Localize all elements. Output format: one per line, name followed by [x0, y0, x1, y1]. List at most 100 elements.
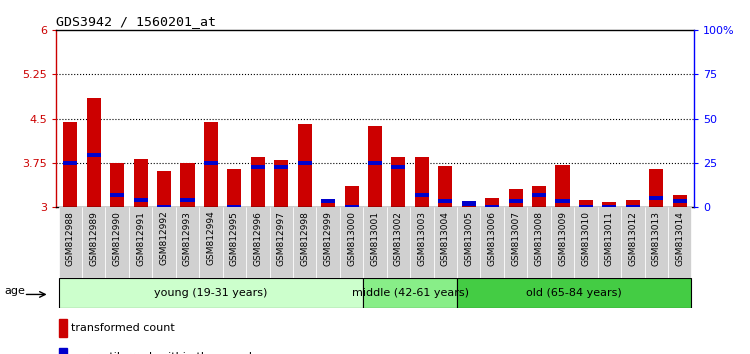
Text: GSM813006: GSM813006 [488, 211, 496, 266]
Bar [63, 161, 77, 165]
Bar [58, 207, 82, 278]
Text: GSM812997: GSM812997 [277, 211, 286, 266]
Bar [626, 200, 640, 207]
Text: GSM813010: GSM813010 [581, 211, 590, 266]
Bar [157, 171, 171, 207]
Text: GSM813012: GSM813012 [628, 211, 638, 266]
Bar [340, 207, 363, 278]
Text: old (65-84 years): old (65-84 years) [526, 288, 622, 298]
Bar [668, 207, 692, 278]
Text: GSM813000: GSM813000 [347, 211, 356, 266]
Bar [387, 207, 410, 278]
Bar [368, 161, 382, 165]
Bar [269, 207, 293, 278]
Text: GSM812993: GSM812993 [183, 211, 192, 266]
Bar [462, 201, 476, 206]
Text: GSM812996: GSM812996 [254, 211, 262, 266]
Text: percentile rank within the sample: percentile rank within the sample [70, 352, 259, 354]
Bar [579, 200, 593, 207]
Text: GSM813008: GSM813008 [535, 211, 544, 266]
Bar [673, 199, 687, 203]
Bar [204, 161, 218, 165]
Bar [157, 205, 171, 209]
Bar [368, 126, 382, 207]
Bar [152, 207, 176, 278]
Bar [481, 207, 504, 278]
Bar [363, 278, 457, 308]
Bar [556, 199, 569, 203]
Bar [457, 278, 692, 308]
Bar [410, 207, 434, 278]
Text: GSM813009: GSM813009 [558, 211, 567, 266]
Text: GSM812990: GSM812990 [112, 211, 122, 266]
Bar [344, 205, 358, 209]
Bar [176, 207, 200, 278]
Bar [181, 198, 194, 202]
Bar [321, 200, 335, 207]
Text: GSM813001: GSM813001 [370, 211, 380, 266]
Bar [227, 169, 242, 207]
Bar [223, 207, 246, 278]
Bar [181, 163, 194, 207]
Text: GSM812989: GSM812989 [89, 211, 98, 266]
Bar [644, 207, 668, 278]
Bar [598, 207, 621, 278]
Bar [106, 207, 129, 278]
Bar [462, 205, 476, 207]
Text: GSM813014: GSM813014 [675, 211, 684, 266]
Bar [485, 198, 500, 207]
Text: young (19-31 years): young (19-31 years) [154, 288, 268, 298]
Bar [87, 98, 100, 207]
Text: GSM813003: GSM813003 [417, 211, 426, 266]
Bar [532, 187, 546, 207]
Text: GSM812992: GSM812992 [160, 211, 169, 266]
Text: GSM812994: GSM812994 [206, 211, 215, 266]
Bar [227, 205, 242, 209]
Bar [204, 121, 218, 207]
Text: GSM813013: GSM813013 [652, 211, 661, 266]
Bar [433, 207, 457, 278]
Bar [392, 157, 406, 207]
Bar [246, 207, 269, 278]
Bar [58, 278, 363, 308]
Bar [344, 187, 358, 207]
Bar [129, 207, 152, 278]
Bar [415, 193, 429, 198]
Text: GSM813011: GSM813011 [604, 211, 613, 266]
Bar [134, 198, 148, 202]
Text: GSM813004: GSM813004 [441, 211, 450, 266]
Text: GSM813005: GSM813005 [464, 211, 473, 266]
Bar [251, 165, 265, 169]
Bar [509, 199, 523, 203]
Bar [556, 165, 569, 207]
Bar [574, 207, 598, 278]
Text: GDS3942 / 1560201_at: GDS3942 / 1560201_at [56, 15, 216, 28]
Bar [673, 195, 687, 207]
Text: GSM812999: GSM812999 [323, 211, 332, 266]
Bar [321, 199, 335, 203]
Bar [438, 166, 452, 207]
Bar [579, 205, 593, 209]
Bar [392, 165, 406, 169]
Bar [134, 159, 148, 207]
Bar [509, 189, 523, 207]
Bar [621, 207, 644, 278]
Bar [485, 205, 500, 209]
Bar [650, 196, 663, 200]
Text: GSM812995: GSM812995 [230, 211, 238, 266]
Bar [87, 153, 100, 157]
Bar [251, 157, 265, 207]
Bar [602, 202, 616, 207]
Bar [504, 207, 527, 278]
Bar [110, 163, 125, 207]
Bar [200, 207, 223, 278]
Bar [650, 169, 663, 207]
Bar [532, 193, 546, 198]
Text: transformed count: transformed count [70, 323, 174, 333]
Bar [63, 121, 77, 207]
Bar [438, 199, 452, 203]
Bar [110, 193, 125, 198]
Bar [316, 207, 340, 278]
Bar [550, 207, 574, 278]
Bar [59, 319, 68, 337]
